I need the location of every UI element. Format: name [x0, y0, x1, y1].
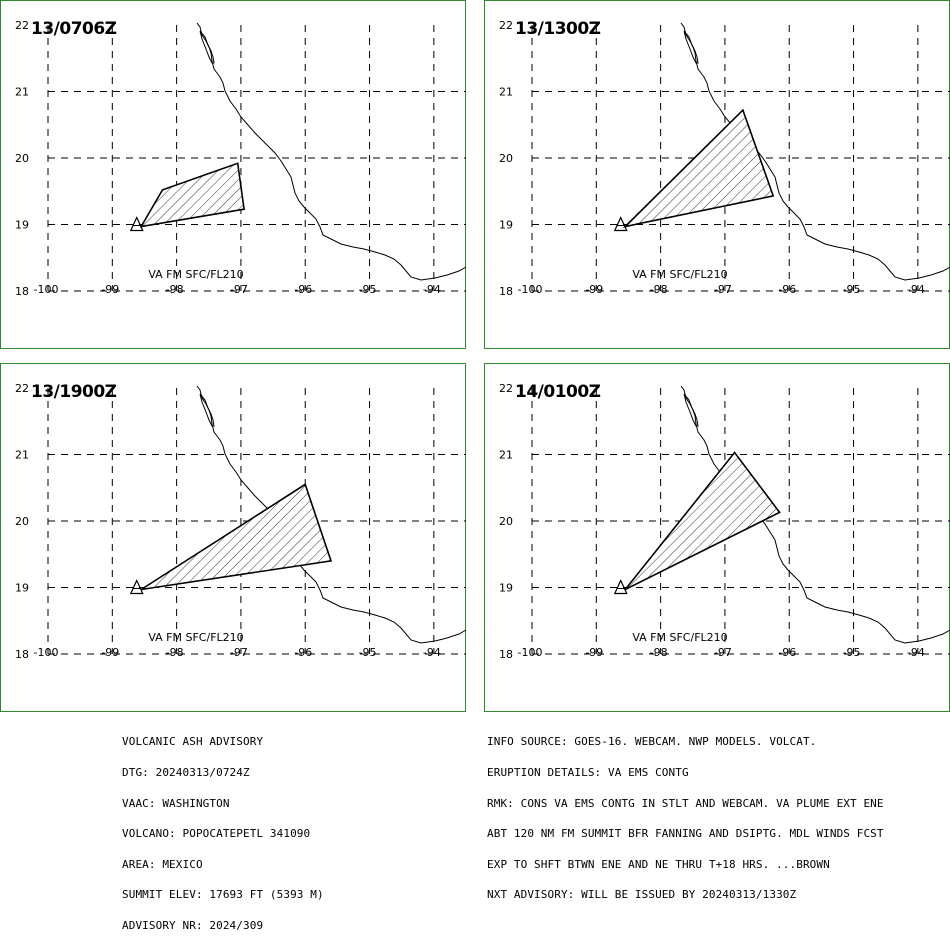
coastline-lagoon — [199, 393, 215, 427]
graticule — [531, 388, 950, 655]
coastline-lagoon — [683, 393, 699, 427]
cloud-level-label: VA FM SFC/FL210 — [148, 631, 243, 644]
cloud-level-label: VA FM SFC/FL210 — [632, 268, 727, 281]
lon-tick-label: -98 — [650, 283, 668, 296]
advisory-line: ADVISORY NR: 2024/309 — [122, 918, 264, 932]
lat-tick-label: 18 — [499, 285, 513, 298]
lat-tick-label: 19 — [499, 219, 513, 232]
lat-tick-label: 22 — [499, 382, 513, 395]
graticule — [531, 25, 950, 292]
lat-tick-label: 19 — [499, 582, 513, 595]
ash-cloud-polygon — [140, 483, 333, 591]
lon-tick-label: -99 — [101, 283, 119, 296]
graticule — [47, 25, 466, 292]
advisory-line: VAAC: WASHINGTON — [122, 796, 230, 810]
panel-time: 14/0100Z — [515, 382, 601, 402]
coastline — [680, 22, 950, 281]
map-svg-2: -100 -99 -98 -97 -96 -95 -94 18 19 20 21 22 VA FM SF… — [499, 19, 950, 298]
lon-tick-label: -96 — [294, 283, 312, 296]
cloud-level-label: VA FM SFC/FL210 — [632, 631, 727, 644]
lon-tick-label: -97 — [714, 646, 732, 659]
lon-tick-label: -100 — [518, 646, 543, 659]
advisory-remarks-block: INFO SOURCE: GOES-16. WEBCAM. NWP MODELS… — [487, 717, 884, 911]
lon-tick-label: -100 — [34, 283, 59, 296]
lon-tick-label: -94 — [423, 283, 441, 296]
lon-tick-label: -95 — [359, 646, 377, 659]
lon-tick-label: -95 — [843, 283, 861, 296]
coastline — [680, 385, 950, 644]
advisory-line: INFO SOURCE: GOES-16. WEBCAM. NWP MODELS… — [487, 735, 817, 749]
map-svg-1: -100 -99 -98 -97 -96 -95 -94 18 19 20 21 22 VA FM SF… — [15, 19, 467, 298]
cloud-level-label: VA FM SFC/FL210 — [148, 268, 243, 281]
volcano-icon — [613, 216, 628, 232]
lon-tick-label: -96 — [778, 646, 796, 659]
lat-tick-label: 18 — [15, 285, 29, 298]
map-panel-1: -100 -99 -98 -97 -96 -95 -94 18 19 20 21 22 VA FM SF… — [0, 0, 467, 349]
advisory-line: RMK: CONS VA EMS CONTG IN STLT AND WEBCA… — [487, 796, 884, 810]
advisory-line: ERUPTION DETAILS: VA EMS CONTG — [487, 766, 689, 779]
panel-time: 13/1900Z — [31, 382, 117, 402]
lon-tick-label: -96 — [778, 283, 796, 296]
lat-tick-label: 21 — [15, 86, 29, 99]
lat-tick-label: 21 — [499, 449, 513, 462]
lon-tick-label: -98 — [166, 283, 184, 296]
coastline — [196, 22, 467, 281]
lon-tick-label: -95 — [359, 283, 377, 296]
ash-cloud-polygon — [622, 108, 775, 228]
advisory-line: VOLCANIC ASH ADVISORY — [122, 735, 264, 749]
lat-tick-label: 20 — [15, 515, 29, 528]
map-svg-3: -100 -99 -98 -97 -96 -95 -94 18 19 20 21 22 VA FM SF… — [15, 382, 467, 661]
lon-tick-label: -96 — [294, 646, 312, 659]
lat-tick-label: 21 — [499, 86, 513, 99]
lat-tick-label: 20 — [15, 152, 29, 165]
lon-tick-label: -98 — [650, 646, 668, 659]
lat-tick-label: 18 — [499, 648, 513, 661]
panel-time: 13/0706Z — [31, 19, 117, 39]
lon-tick-label: -94 — [907, 646, 925, 659]
lon-tick-label: -94 — [423, 646, 441, 659]
map-svg-4: -100 -99 -98 -97 -96 -95 -94 18 19 20 21 22 VA FM SF… — [499, 382, 950, 661]
advisory-line: SUMMIT ELEV: 17693 FT (5393 M) — [122, 888, 324, 902]
lat-tick-label: 22 — [15, 19, 29, 32]
lon-tick-label: -100 — [34, 646, 59, 659]
advisory-line: DTG: 20240313/0724Z — [122, 766, 250, 779]
advisory-line: ABT 120 NM FM SUMMIT BFR FANNING AND DSI… — [487, 827, 884, 841]
lat-tick-label: 22 — [499, 19, 513, 32]
lat-tick-label: 18 — [15, 648, 29, 661]
lon-tick-label: -94 — [907, 283, 925, 296]
coastline — [196, 385, 467, 644]
graticule — [47, 388, 466, 655]
map-panel-4: -100 -99 -98 -97 -96 -95 -94 18 19 20 21 22 VA FM SF… — [484, 363, 950, 712]
ash-cloud-polygon — [139, 162, 245, 228]
lat-tick-label: 20 — [499, 152, 513, 165]
lon-tick-label: -100 — [518, 283, 543, 296]
lon-tick-label: -99 — [585, 283, 603, 296]
advisory-line: AREA: MEXICO — [122, 857, 203, 871]
coastline-lagoon — [199, 30, 215, 64]
lat-tick-label: 19 — [15, 219, 29, 232]
lat-tick-label: 20 — [499, 515, 513, 528]
advisory-line: VOLCANO: POPOCATEPETL 341090 — [122, 827, 311, 841]
lon-tick-label: -95 — [843, 646, 861, 659]
advisory-line: EXP TO SHFT BTWN ENE AND NE THRU T+18 HR… — [487, 857, 830, 871]
lon-tick-label: -98 — [166, 646, 184, 659]
volcano-icon — [129, 579, 144, 595]
advisory-header-block: VOLCANIC ASH ADVISORY DTG: 20240313/0724… — [122, 717, 324, 941]
lon-tick-label: -99 — [101, 646, 119, 659]
panel-time: 13/1300Z — [515, 19, 601, 39]
lat-tick-label: 22 — [15, 382, 29, 395]
lon-tick-label: -97 — [230, 283, 248, 296]
map-panel-2: -100 -99 -98 -97 -96 -95 -94 18 19 20 21 22 VA FM SF… — [484, 0, 950, 349]
lon-tick-label: -99 — [585, 646, 603, 659]
ash-cloud-polygon — [624, 451, 781, 591]
coastline-lagoon — [683, 30, 699, 64]
advisory-line: NXT ADVISORY: WILL BE ISSUED BY 20240313… — [487, 888, 797, 902]
map-panel-3: -100 -99 -98 -97 -96 -95 -94 18 19 20 21 22 VA FM SF… — [0, 363, 467, 712]
lon-tick-label: -97 — [230, 646, 248, 659]
lat-tick-label: 19 — [15, 582, 29, 595]
volcano-icon — [613, 579, 628, 595]
lat-tick-label: 21 — [15, 449, 29, 462]
lon-tick-label: -97 — [714, 283, 732, 296]
volcano-icon — [129, 216, 144, 232]
